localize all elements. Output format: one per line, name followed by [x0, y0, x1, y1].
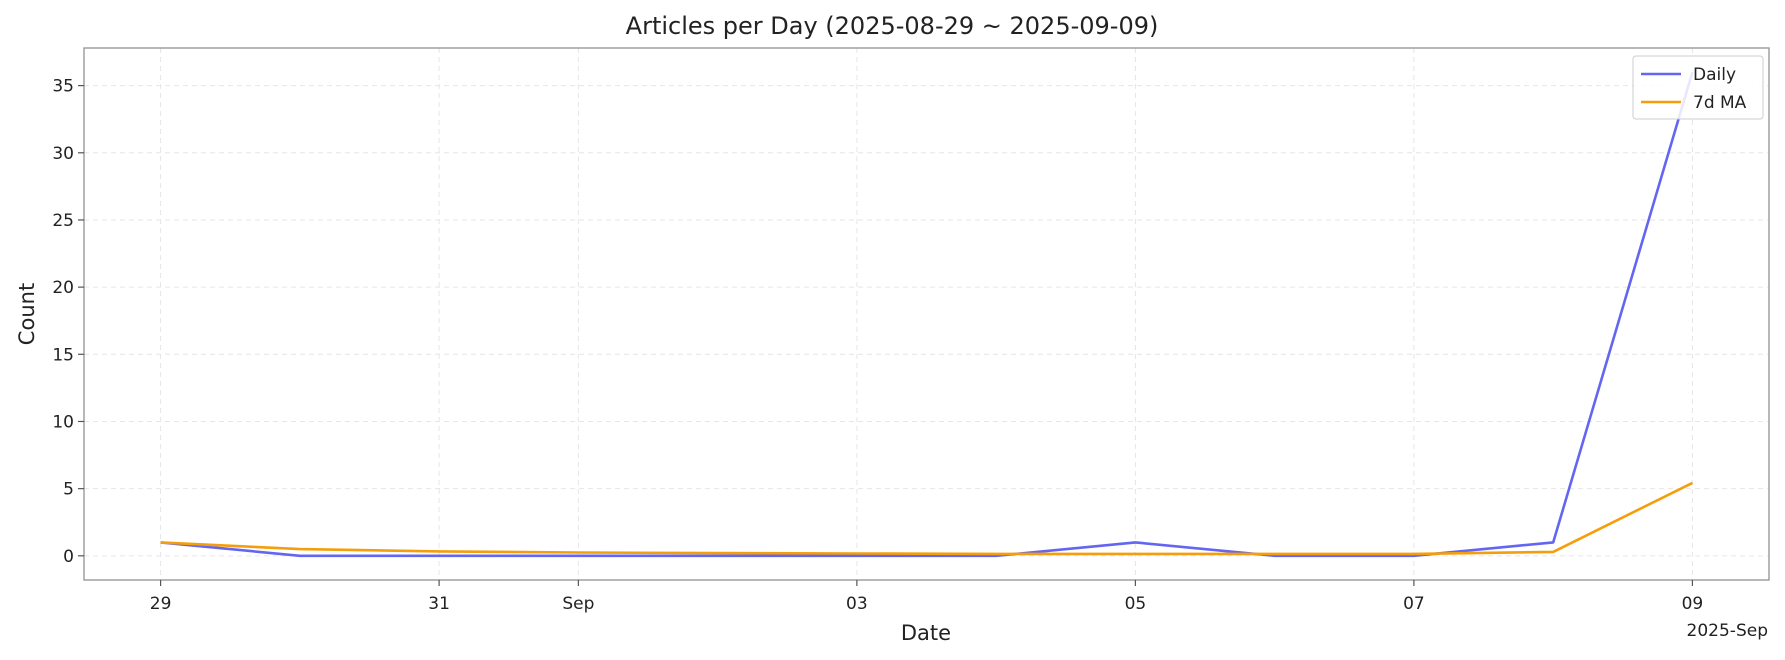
series-lines [160, 71, 1694, 558]
x-tick-label: 29 [150, 594, 172, 614]
y-tick-label: 10 [52, 412, 74, 432]
x-tick-label: 07 [1403, 594, 1425, 614]
legend: Daily 7d MA [1632, 55, 1764, 120]
y-axis: 0 5 10 15 20 25 30 35 [52, 77, 84, 567]
y-tick-label: 20 [52, 278, 74, 298]
x-axis: 29 31 Sep 03 05 07 09 [150, 580, 1703, 614]
plot-frame [83, 47, 1770, 581]
y-tick-label: 30 [52, 144, 74, 164]
series-line-7d-ma [160, 481, 1693, 556]
chart-title: Articles per Day (2025-08-29 ~ 2025-09-0… [626, 12, 1159, 40]
y-tick-label: 25 [52, 211, 74, 231]
y-tick-label: 5 [63, 480, 74, 500]
y-tick-label: 35 [52, 77, 74, 97]
x-tick-label: 05 [1125, 594, 1147, 614]
x-tick-label: 03 [846, 594, 868, 614]
y-tick-label: 15 [52, 345, 74, 365]
grid [84, 48, 1769, 580]
x-tick-label: Sep [562, 594, 594, 614]
legend-label: 7d MA [1693, 93, 1747, 113]
x-axis-label: Date [901, 621, 951, 645]
x-tick-label: 31 [428, 594, 450, 614]
y-tick-label: 0 [63, 547, 74, 567]
x-axis-offset-label: 2025-Sep [1687, 621, 1768, 641]
y-axis-label: Count [15, 283, 39, 345]
series-line-daily [160, 71, 1694, 558]
x-tick-label: 09 [1682, 594, 1704, 614]
legend-label: Daily [1693, 65, 1736, 85]
